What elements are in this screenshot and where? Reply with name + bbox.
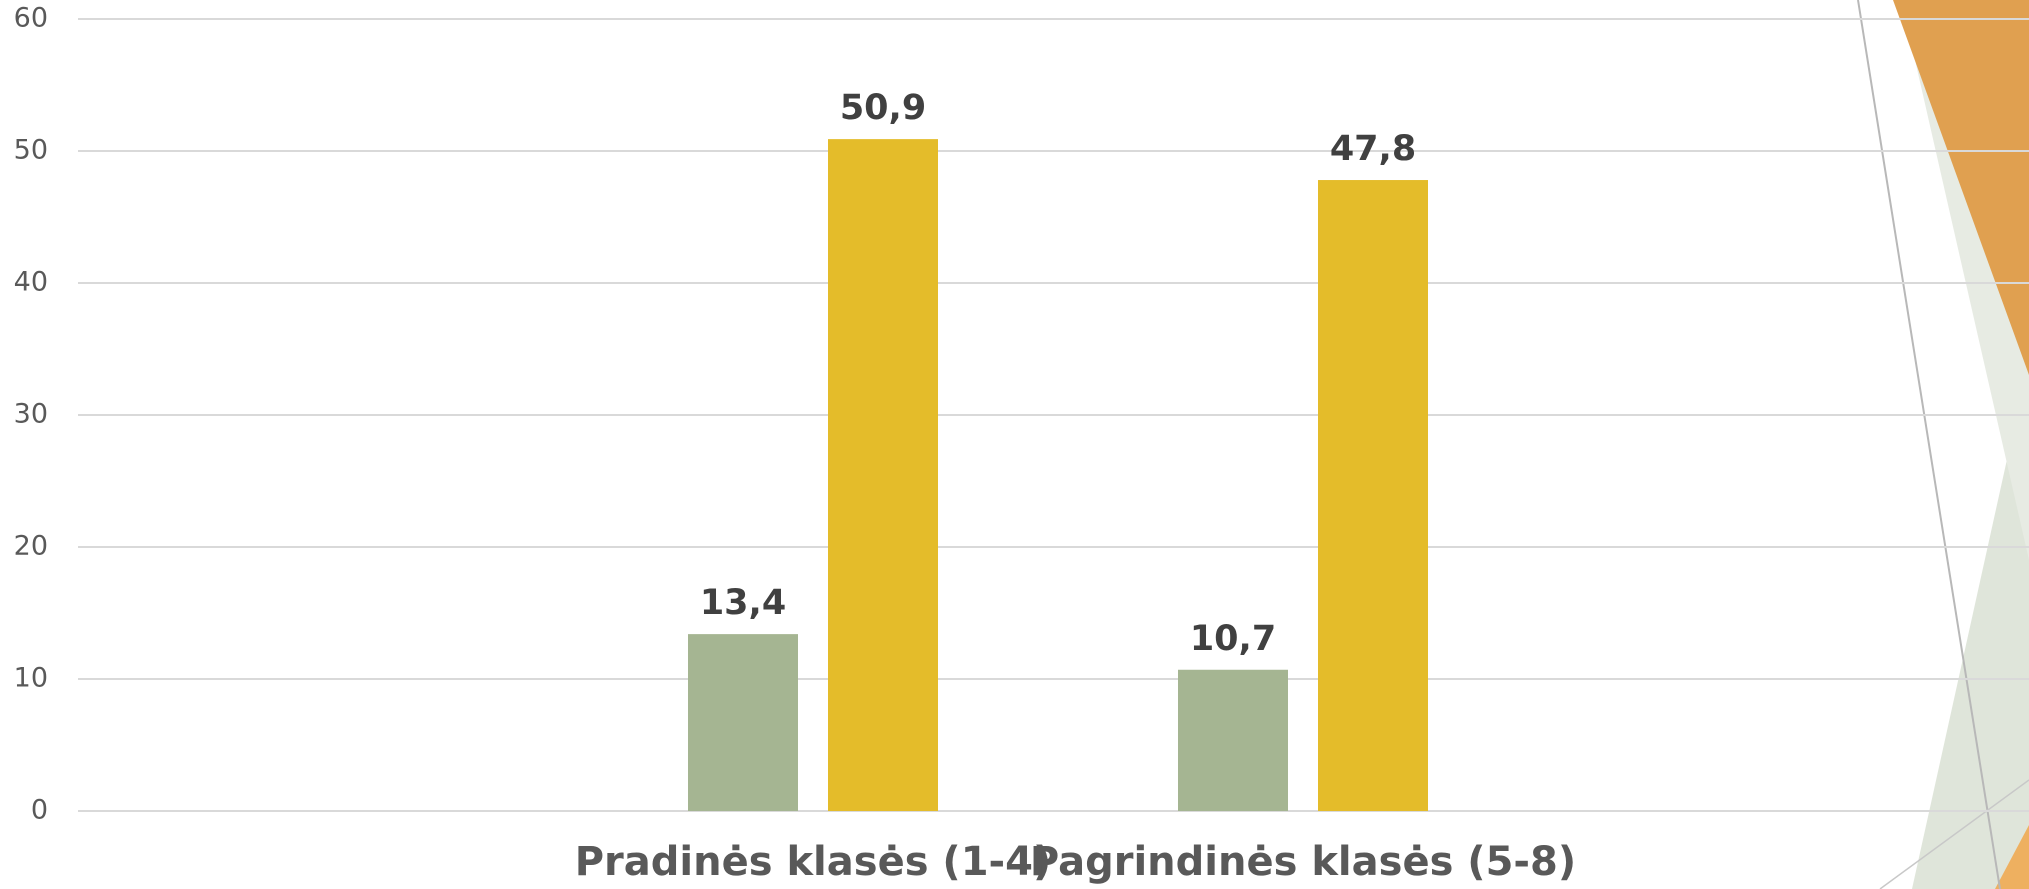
data-label: 13,4 [700, 583, 786, 623]
y-tick-label: 60 [14, 3, 48, 34]
data-label: 10,7 [1190, 619, 1276, 659]
decoration [1857, 0, 2001, 889]
decoration [1915, 60, 2029, 560]
data-label: 47,8 [1330, 129, 1416, 169]
bar [1318, 180, 1428, 812]
y-tick-label: 0 [31, 795, 48, 826]
y-tick-label: 20 [14, 531, 48, 562]
bar [828, 139, 938, 811]
decoration [1879, 779, 2029, 889]
y-tick-label: 30 [14, 399, 48, 430]
decoration [1995, 825, 2029, 889]
data-label: 50,9 [840, 88, 926, 128]
bar [688, 634, 798, 811]
decoration [1893, 0, 2029, 375]
y-tick-label: 40 [14, 267, 48, 298]
x-tick-label: Pradinės klasės (1-4) [575, 839, 1052, 885]
bar [1178, 669, 1288, 811]
decoration [1912, 360, 2029, 889]
x-tick-label: Pagrindinės klasės (5-8) [1030, 839, 1576, 885]
y-tick-label: 10 [14, 663, 48, 694]
y-tick-label: 50 [14, 135, 48, 166]
